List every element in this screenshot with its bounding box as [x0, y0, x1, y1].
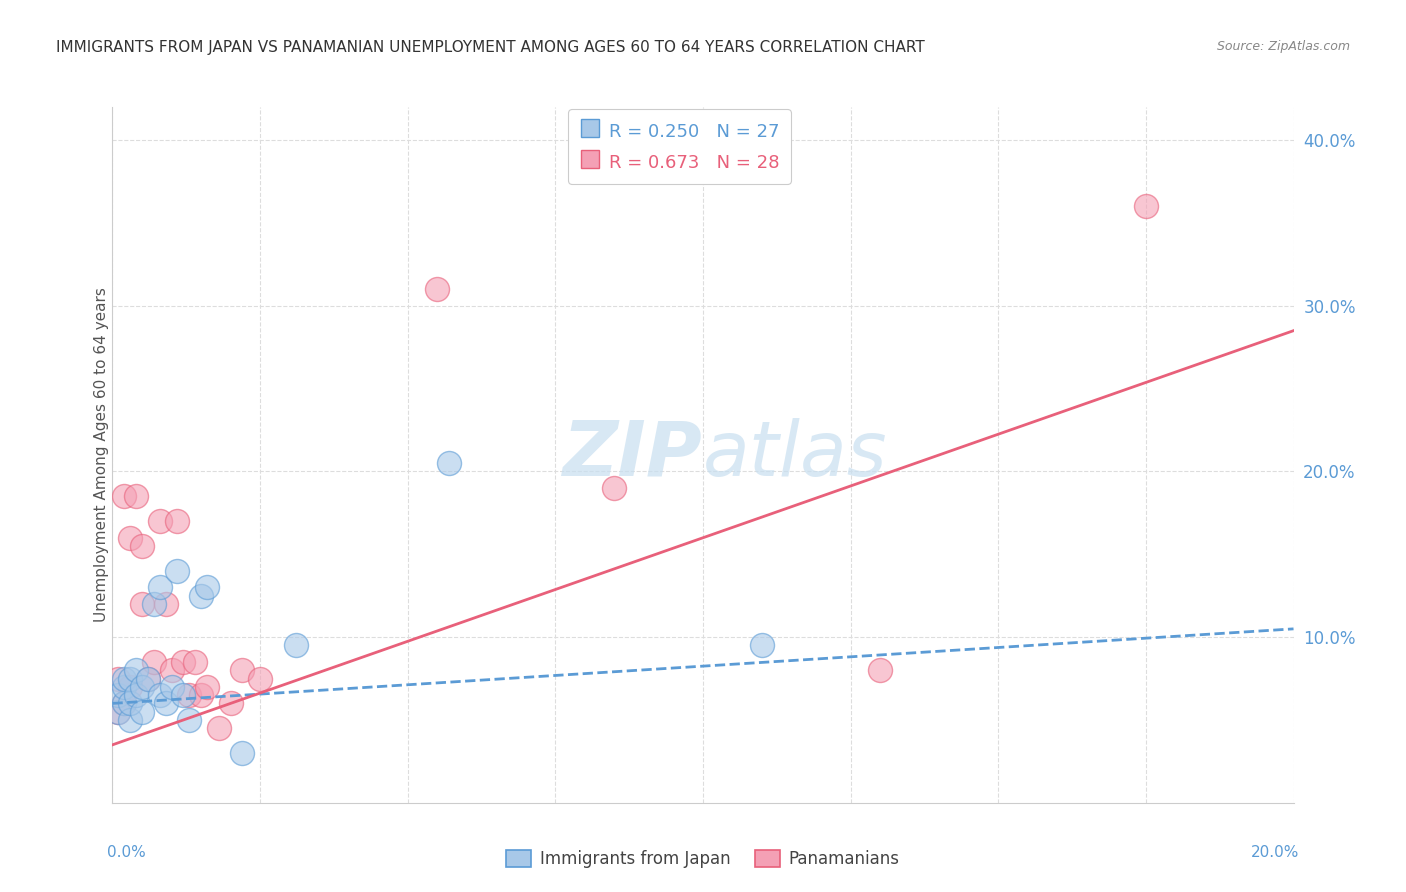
- Point: [112, 672, 135, 686]
- Point: [190, 688, 212, 702]
- Point: [179, 688, 201, 702]
- Point: [112, 489, 135, 503]
- Text: IMMIGRANTS FROM JAPAN VS PANAMANIAN UNEMPLOYMENT AMONG AGES 60 TO 64 YEARS CORRE: IMMIGRANTS FROM JAPAN VS PANAMANIAN UNEM…: [56, 40, 925, 55]
- Point: [231, 746, 253, 760]
- Point: [131, 539, 153, 553]
- Point: [195, 680, 218, 694]
- Point: [190, 589, 212, 603]
- Text: 0.0%: 0.0%: [107, 845, 145, 860]
- Point: [107, 672, 129, 686]
- Point: [160, 663, 183, 677]
- Point: [112, 680, 135, 694]
- Point: [120, 713, 142, 727]
- Point: [1135, 199, 1157, 213]
- Point: [155, 697, 177, 711]
- Point: [195, 581, 218, 595]
- Point: [125, 688, 148, 702]
- Point: [131, 680, 153, 694]
- Point: [155, 597, 177, 611]
- Point: [426, 282, 449, 296]
- Point: [142, 597, 165, 611]
- Y-axis label: Unemployment Among Ages 60 to 64 years: Unemployment Among Ages 60 to 64 years: [94, 287, 108, 623]
- Point: [112, 697, 135, 711]
- Point: [172, 655, 194, 669]
- Text: atlas: atlas: [703, 418, 887, 491]
- Point: [172, 688, 194, 702]
- Text: 20.0%: 20.0%: [1251, 845, 1299, 860]
- Point: [219, 697, 242, 711]
- Text: ZIP: ZIP: [564, 418, 703, 491]
- Point: [249, 672, 271, 686]
- Point: [131, 597, 153, 611]
- Point: [149, 514, 172, 528]
- Point: [107, 705, 129, 719]
- Point: [131, 705, 153, 719]
- Point: [125, 489, 148, 503]
- Point: [284, 639, 307, 653]
- Point: [149, 581, 172, 595]
- Legend: R = 0.250   N = 27, R = 0.673   N = 28: R = 0.250 N = 27, R = 0.673 N = 28: [568, 109, 790, 184]
- Point: [107, 688, 129, 702]
- Point: [142, 655, 165, 669]
- Point: [136, 672, 159, 686]
- Point: [160, 680, 183, 694]
- Point: [125, 663, 148, 677]
- Point: [751, 639, 773, 653]
- Point: [112, 697, 135, 711]
- Point: [208, 721, 231, 735]
- Point: [603, 481, 626, 495]
- Text: Source: ZipAtlas.com: Source: ZipAtlas.com: [1216, 40, 1350, 54]
- Point: [869, 663, 891, 677]
- Point: [149, 688, 172, 702]
- Point: [437, 456, 460, 470]
- Point: [120, 697, 142, 711]
- Point: [120, 680, 142, 694]
- Point: [120, 672, 142, 686]
- Point: [136, 672, 159, 686]
- Point: [107, 705, 129, 719]
- Point: [120, 531, 142, 545]
- Legend: Immigrants from Japan, Panamanians: Immigrants from Japan, Panamanians: [499, 843, 907, 875]
- Point: [184, 655, 207, 669]
- Point: [166, 564, 188, 578]
- Point: [231, 663, 253, 677]
- Point: [166, 514, 188, 528]
- Point: [179, 713, 201, 727]
